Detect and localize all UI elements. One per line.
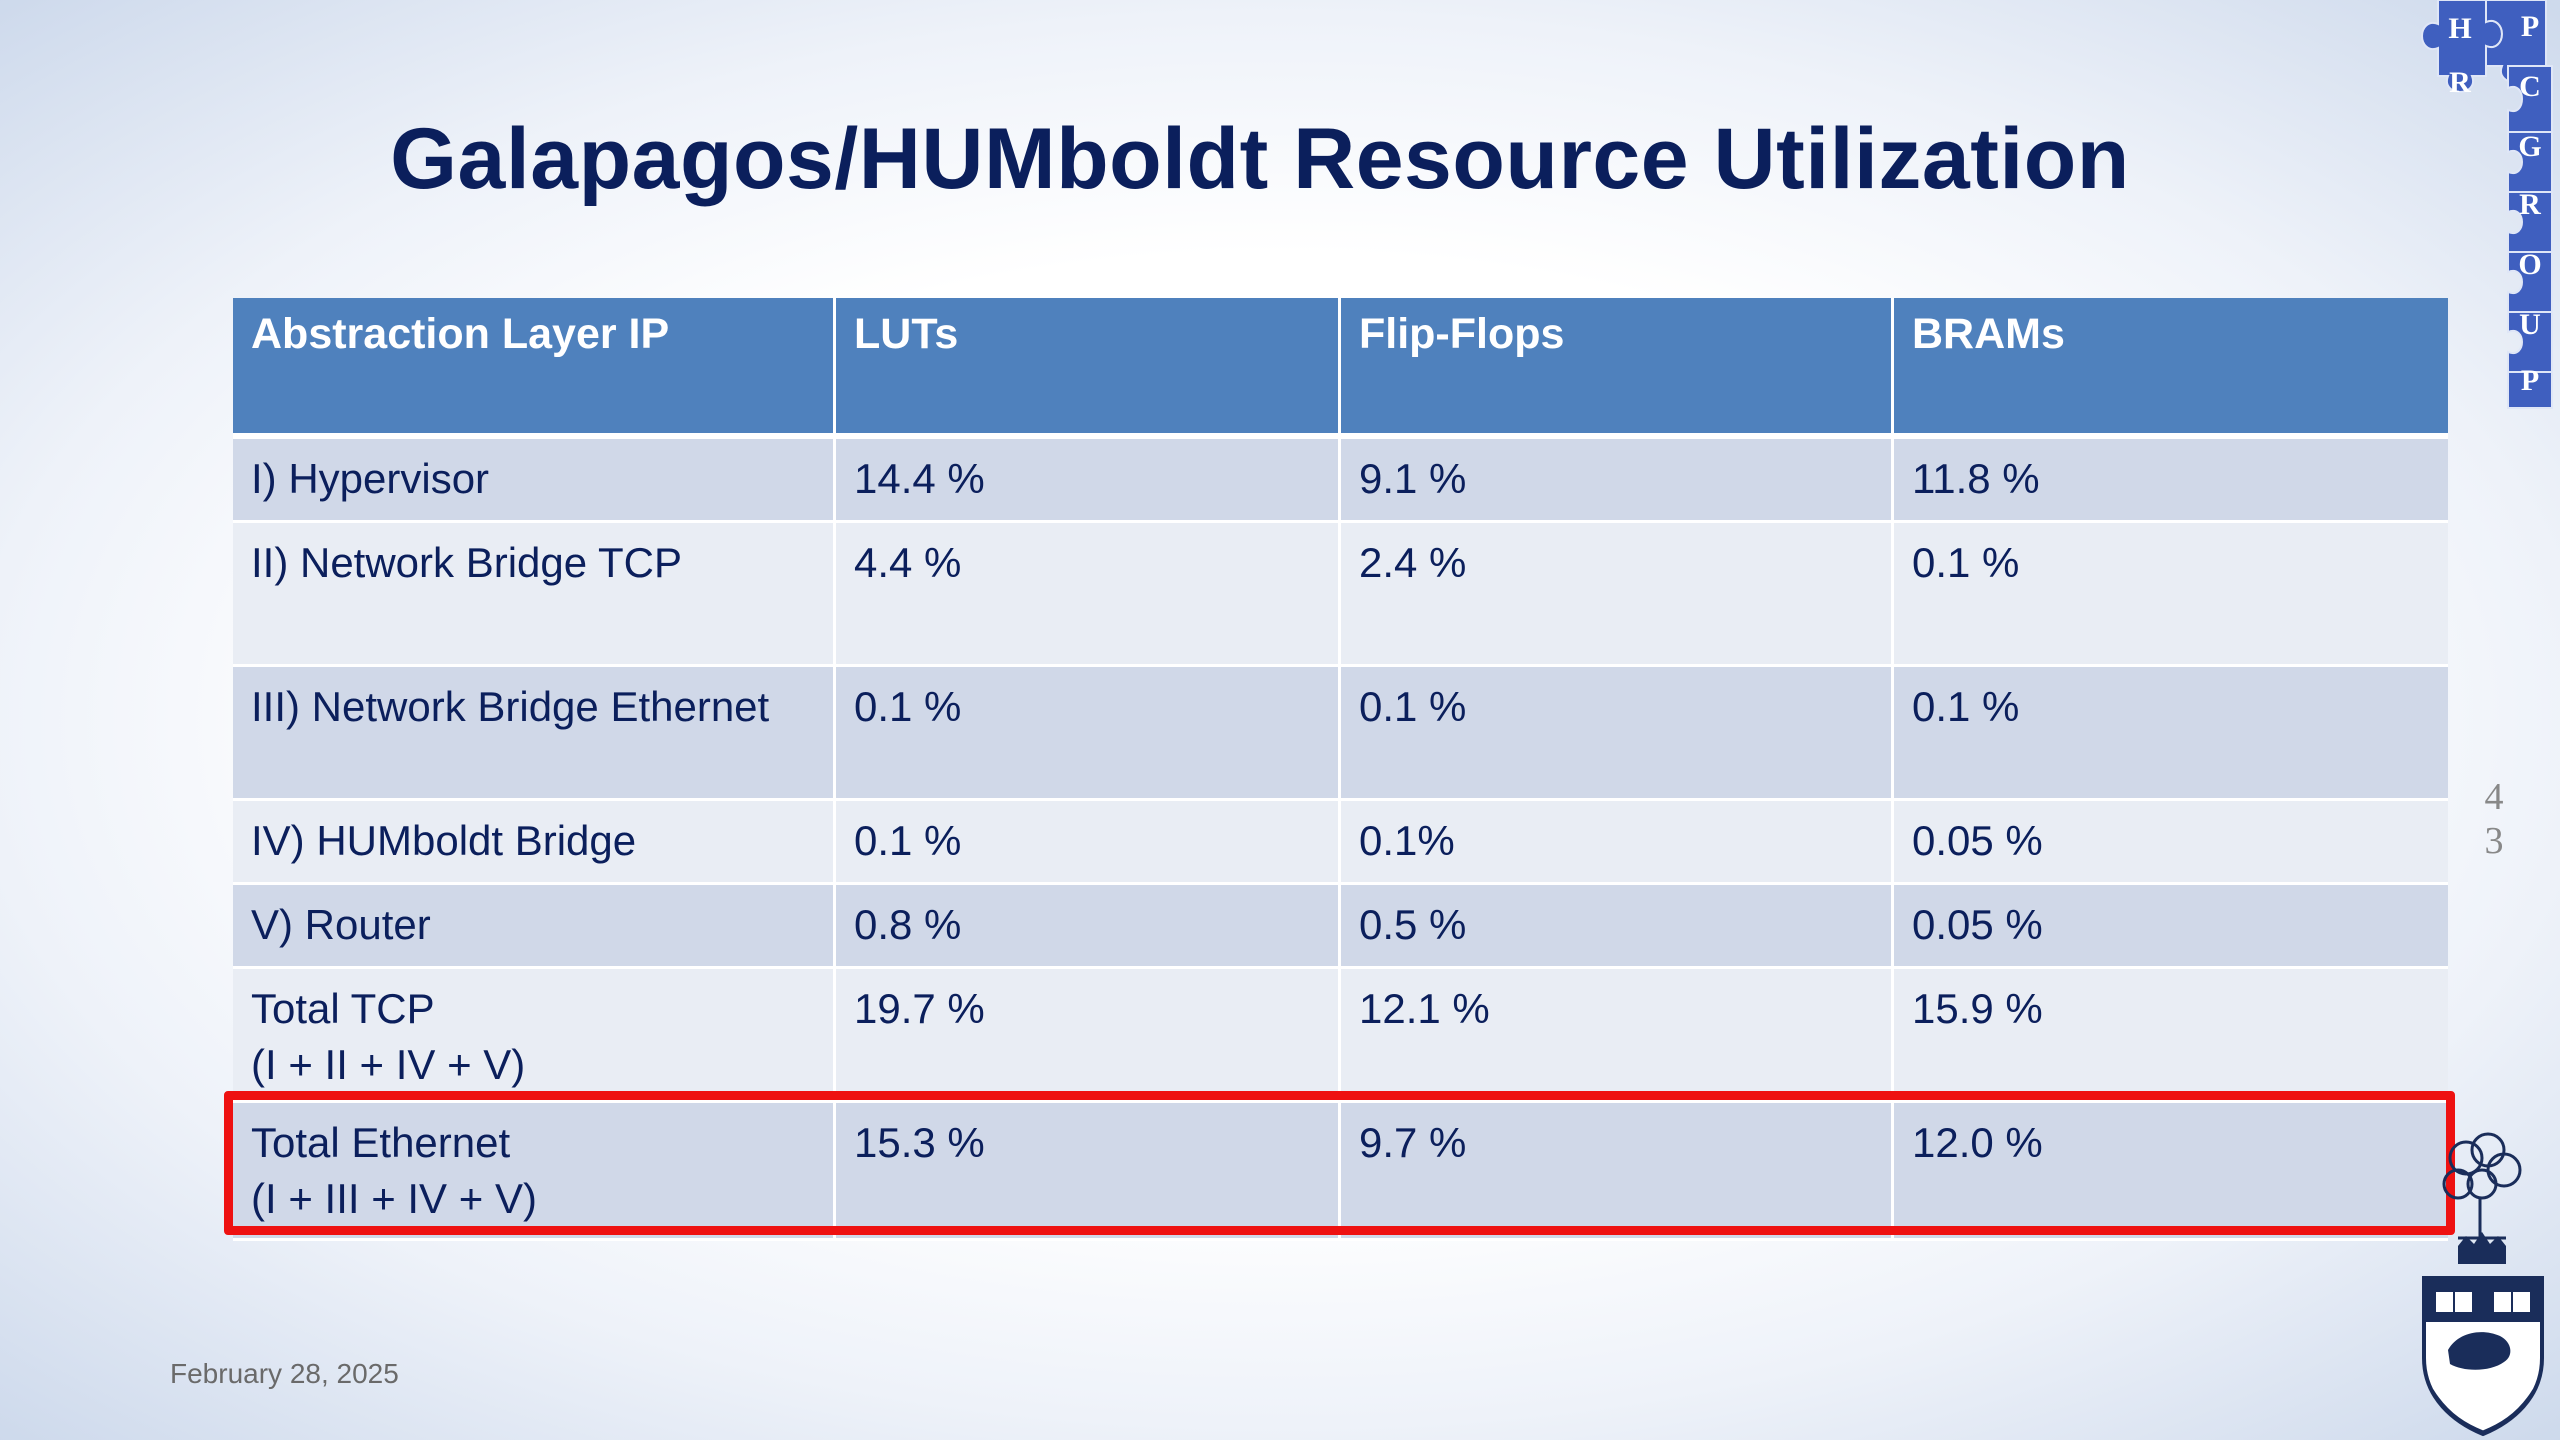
- luts-value: 4.4 %: [836, 523, 1341, 667]
- brams-value: 12.0 %: [1894, 1103, 2448, 1241]
- luts-value: 19.7 %: [836, 969, 1341, 1103]
- luts-value: 0.8 %: [836, 885, 1341, 969]
- luts-value: 14.4 %: [836, 439, 1341, 523]
- header-luts: LUTs: [836, 298, 1341, 439]
- luts-value: 0.1 %: [836, 801, 1341, 885]
- table-row: IV) HUMboldt Bridge 0.1 % 0.1% 0.05 %: [233, 801, 2448, 885]
- logo-letter: H: [2448, 12, 2471, 45]
- row-label: III) Network Bridge Ethernet: [233, 667, 836, 801]
- flip-flops-value: 2.4 %: [1341, 523, 1894, 667]
- logo-letter: R: [2519, 188, 2541, 221]
- logo-letter: C: [2519, 70, 2541, 103]
- row-label-line1: Total TCP: [251, 985, 435, 1032]
- logo-letter: P: [2521, 364, 2539, 397]
- table-row: II) Network Bridge TCP 4.4 % 2.4 % 0.1 %: [233, 523, 2448, 667]
- flip-flops-value: 0.1 %: [1341, 667, 1894, 801]
- slide-number-text: 43: [2484, 776, 2504, 862]
- brams-value: 0.05 %: [1894, 885, 2448, 969]
- luts-value: 0.1 %: [836, 667, 1341, 801]
- table-row: I) Hypervisor 14.4 % 9.1 % 11.8 %: [233, 439, 2448, 523]
- flip-flops-value: 0.5 %: [1341, 885, 1894, 969]
- table-row: V) Router 0.8 % 0.5 % 0.05 %: [233, 885, 2448, 969]
- header-abstraction-layer-ip: Abstraction Layer IP: [233, 298, 836, 439]
- row-label: Total TCP (I + II + IV + V): [233, 969, 836, 1103]
- slide-title: Galapagos/HUMboldt Resource Utilization: [390, 111, 2130, 207]
- logo-letter: O: [2518, 248, 2541, 281]
- table-header-row: Abstraction Layer IP LUTs Flip-Flops BRA…: [233, 298, 2448, 439]
- flip-flops-value: 9.1 %: [1341, 439, 1894, 523]
- row-label-line2: (I + III + IV + V): [251, 1175, 537, 1222]
- logo-letter: G: [2518, 130, 2541, 163]
- university-crest-icon: [2422, 1132, 2544, 1437]
- logo-letter: U: [2519, 308, 2541, 341]
- row-label-line2: (I + II + IV + V): [251, 1041, 526, 1088]
- puzzle-logo-icon: H C P R C G R O U P: [2420, 0, 2553, 409]
- row-label: II) Network Bridge TCP: [233, 523, 836, 667]
- table-row-highlighted: Total Ethernet (I + III + IV + V) 15.3 % …: [233, 1103, 2448, 1241]
- luts-value: 15.3 %: [836, 1103, 1341, 1241]
- slide-number: 43: [2476, 775, 2512, 863]
- logo-letter: P: [2521, 10, 2539, 43]
- brams-value: 0.1 %: [1894, 667, 2448, 801]
- row-label: IV) HUMboldt Bridge: [233, 801, 836, 885]
- flip-flops-value: 0.1%: [1341, 801, 1894, 885]
- table-row: III) Network Bridge Ethernet 0.1 % 0.1 %…: [233, 667, 2448, 801]
- header-brams: BRAMs: [1894, 298, 2448, 439]
- brams-value: 0.05 %: [1894, 801, 2448, 885]
- header-flip-flops: Flip-Flops: [1341, 298, 1894, 439]
- row-label: I) Hypervisor: [233, 439, 836, 523]
- table-row: Total TCP (I + II + IV + V) 19.7 % 12.1 %…: [233, 969, 2448, 1103]
- logo-letter: R: [2449, 66, 2471, 99]
- resource-utilization-table: Abstraction Layer IP LUTs Flip-Flops BRA…: [233, 298, 2448, 1241]
- flip-flops-value: 12.1 %: [1341, 969, 1894, 1103]
- flip-flops-value: 9.7 %: [1341, 1103, 1894, 1241]
- row-label: Total Ethernet (I + III + IV + V): [233, 1103, 836, 1241]
- row-label-line1: Total Ethernet: [251, 1119, 511, 1166]
- brams-value: 15.9 %: [1894, 969, 2448, 1103]
- brams-value: 0.1 %: [1894, 523, 2448, 667]
- row-label: V) Router: [233, 885, 836, 969]
- slide-date: February 28, 2025: [170, 1358, 399, 1389]
- brams-value: 11.8 %: [1894, 439, 2448, 523]
